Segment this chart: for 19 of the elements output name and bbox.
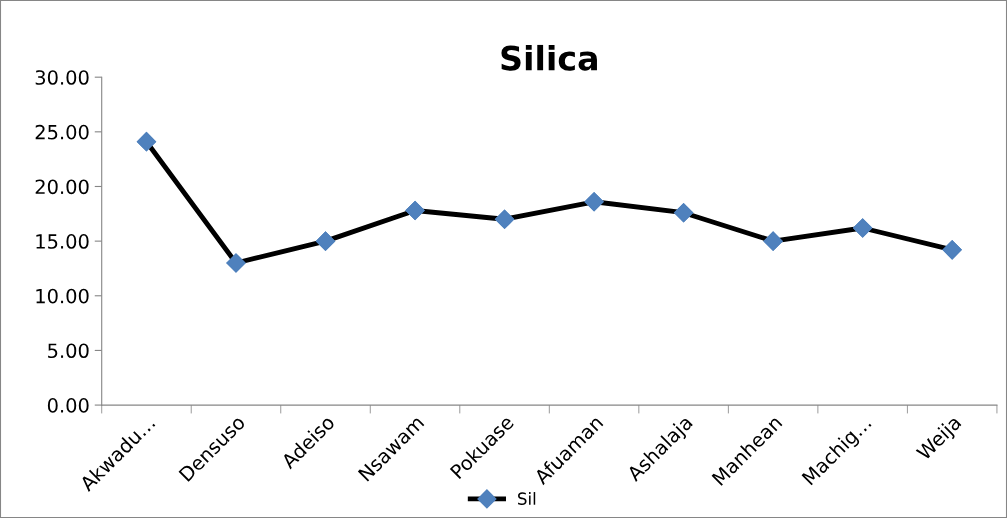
point [584, 192, 604, 212]
point [226, 253, 246, 273]
point [136, 132, 157, 152]
point [763, 231, 783, 251]
y-tick-label: 10.00 [36, 288, 89, 304]
point [315, 231, 336, 251]
y-tick-label: 25.00 [35, 124, 89, 140]
point [405, 200, 425, 221]
point [674, 203, 694, 223]
legend-label: Sil [518, 492, 536, 505]
y-tick-label: 5.00 [48, 343, 89, 359]
chart-title: Silica [501, 44, 597, 71]
y-tick-label: 0.00 [47, 398, 89, 413]
y-tick-label: 30.00 [35, 70, 89, 85]
point [853, 218, 873, 238]
point [942, 240, 962, 260]
y-tick-label: 20.00 [35, 179, 89, 195]
y-tick-label: 15.00 [36, 234, 89, 249]
point [495, 209, 515, 229]
